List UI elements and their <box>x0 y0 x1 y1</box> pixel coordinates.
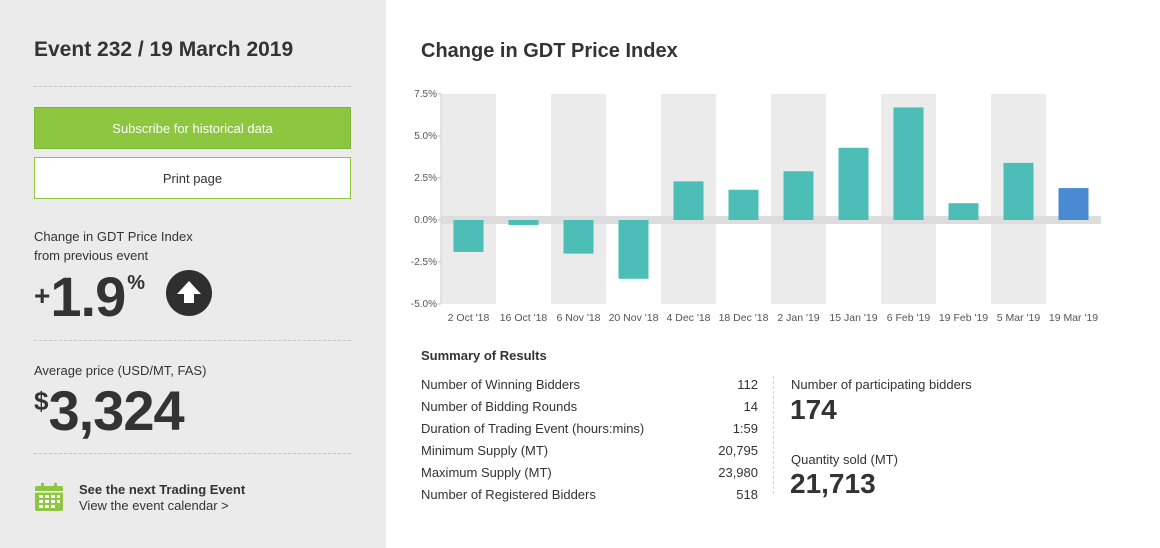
summary-row: Number of Registered Bidders 518 <box>421 487 758 502</box>
bar <box>453 220 484 252</box>
summary-row-value: 23,980 <box>718 465 758 480</box>
change-value: + 1.9 % <box>34 266 145 328</box>
summary-row-value: 518 <box>736 487 758 502</box>
x-tick-label: 16 Oct '18 <box>500 312 548 324</box>
summary-row-label: Minimum Supply (MT) <box>421 443 549 458</box>
avg-price-value: $ 3,324 <box>34 379 185 442</box>
bar <box>1058 188 1089 220</box>
divider <box>34 453 351 454</box>
summary-row-value: 1:59 <box>732 421 758 436</box>
summary-row-label: Number of Winning Bidders <box>421 377 580 392</box>
change-label-line2: from previous event <box>34 248 149 263</box>
summary-row-label: Maximum Supply (MT) <box>421 465 552 480</box>
event-calendar-link[interactable]: View the event calendar > <box>79 498 229 513</box>
bar <box>508 220 539 226</box>
column-band <box>441 94 496 304</box>
participating-bidders-label: Number of participating bidders <box>791 377 972 392</box>
column-band <box>551 94 606 304</box>
quantity-sold-value: 21,713 <box>790 468 876 499</box>
summary-row-value: 20,795 <box>718 443 758 458</box>
x-tick-label: 18 Dec '18 <box>719 312 769 324</box>
divider <box>34 340 351 341</box>
bar <box>728 189 759 220</box>
change-label: Change in GDT Price Index from previous … <box>34 227 193 265</box>
x-tick-label: 2 Jan '19 <box>777 312 819 324</box>
summary-row-value: 112 <box>737 377 758 392</box>
avg-price-label: Average price (USD/MT, FAS) <box>34 363 207 378</box>
bar <box>948 203 979 220</box>
x-tick-label: 6 Feb '19 <box>887 312 931 324</box>
x-tick-label: 19 Feb '19 <box>939 312 988 324</box>
bar <box>838 147 869 220</box>
x-tick-label: 2 Oct '18 <box>448 312 490 324</box>
summary-row: Maximum Supply (MT) 23,980 <box>421 465 758 480</box>
x-tick-label: 20 Nov '18 <box>609 312 659 324</box>
avg-price-number: 3,324 <box>48 379 184 442</box>
bar <box>673 181 704 220</box>
participating-bidders-value: 174 <box>790 394 837 425</box>
next-event-title: See the next Trading Event <box>79 482 246 497</box>
avg-price-currency: $ <box>34 386 49 416</box>
x-tick-label: 15 Jan '19 <box>829 312 877 324</box>
summary-row: Duration of Trading Event (hours:mins) 1:… <box>421 421 758 436</box>
summary-row-value: 14 <box>743 399 758 414</box>
zero-line <box>441 216 1101 224</box>
bar <box>618 220 649 279</box>
sidebar: Event 232 / 19 March 2019 Subscribe for … <box>0 0 386 548</box>
print-page-button[interactable]: Print page <box>34 157 351 199</box>
y-tick-label: -2.5% <box>411 257 437 268</box>
x-tick-label: 19 Mar '19 <box>1049 312 1098 324</box>
change-label-line1: Change in GDT Price Index <box>34 229 193 244</box>
y-tick-label: 2.5% <box>414 173 437 184</box>
chart-title: Change in GDT Price Index <box>421 40 678 62</box>
y-tick-label: 0.0% <box>414 215 437 226</box>
bar <box>563 220 594 254</box>
bar <box>1003 162 1034 220</box>
calendar-icon <box>34 482 64 512</box>
y-tick-label: 7.5% <box>414 89 437 100</box>
x-tick-label: 6 Nov '18 <box>556 312 600 324</box>
y-tick-label: 5.0% <box>414 131 437 142</box>
quantity-sold-label: Quantity sold (MT) <box>791 452 898 467</box>
x-tick-label: 4 Dec '18 <box>666 312 710 324</box>
summary-row: Minimum Supply (MT) 20,795 <box>421 443 758 458</box>
y-tick-label: -5.0% <box>411 299 437 310</box>
x-tick-label: 5 Mar '19 <box>997 312 1041 324</box>
summary-row-label: Duration of Trading Event (hours:mins) <box>421 421 645 436</box>
summary-row-label: Number of Bidding Rounds <box>421 399 578 414</box>
summary-title: Summary of Results <box>421 348 547 363</box>
change-sign: + <box>34 280 51 311</box>
summary-row: Number of Bidding Rounds 14 <box>421 399 758 414</box>
summary-row-label: Number of Registered Bidders <box>421 487 596 502</box>
event-title: Event 232 / 19 March 2019 <box>34 38 294 61</box>
summary-row: Number of Winning Bidders 112 <box>421 377 758 392</box>
summary-divider <box>773 376 774 494</box>
price-index-chart: 7.5% 5.0% 2.5% 0.0% -2.5% -5.0% 2 Oct '18 16 Oc… <box>411 89 1101 324</box>
bar <box>893 107 924 220</box>
bar <box>783 171 814 220</box>
change-unit: % <box>127 272 146 294</box>
divider <box>34 86 351 87</box>
subscribe-button[interactable]: Subscribe for historical data <box>34 107 351 149</box>
arrow-up-icon <box>166 270 212 316</box>
change-number: 1.9 <box>50 265 126 328</box>
